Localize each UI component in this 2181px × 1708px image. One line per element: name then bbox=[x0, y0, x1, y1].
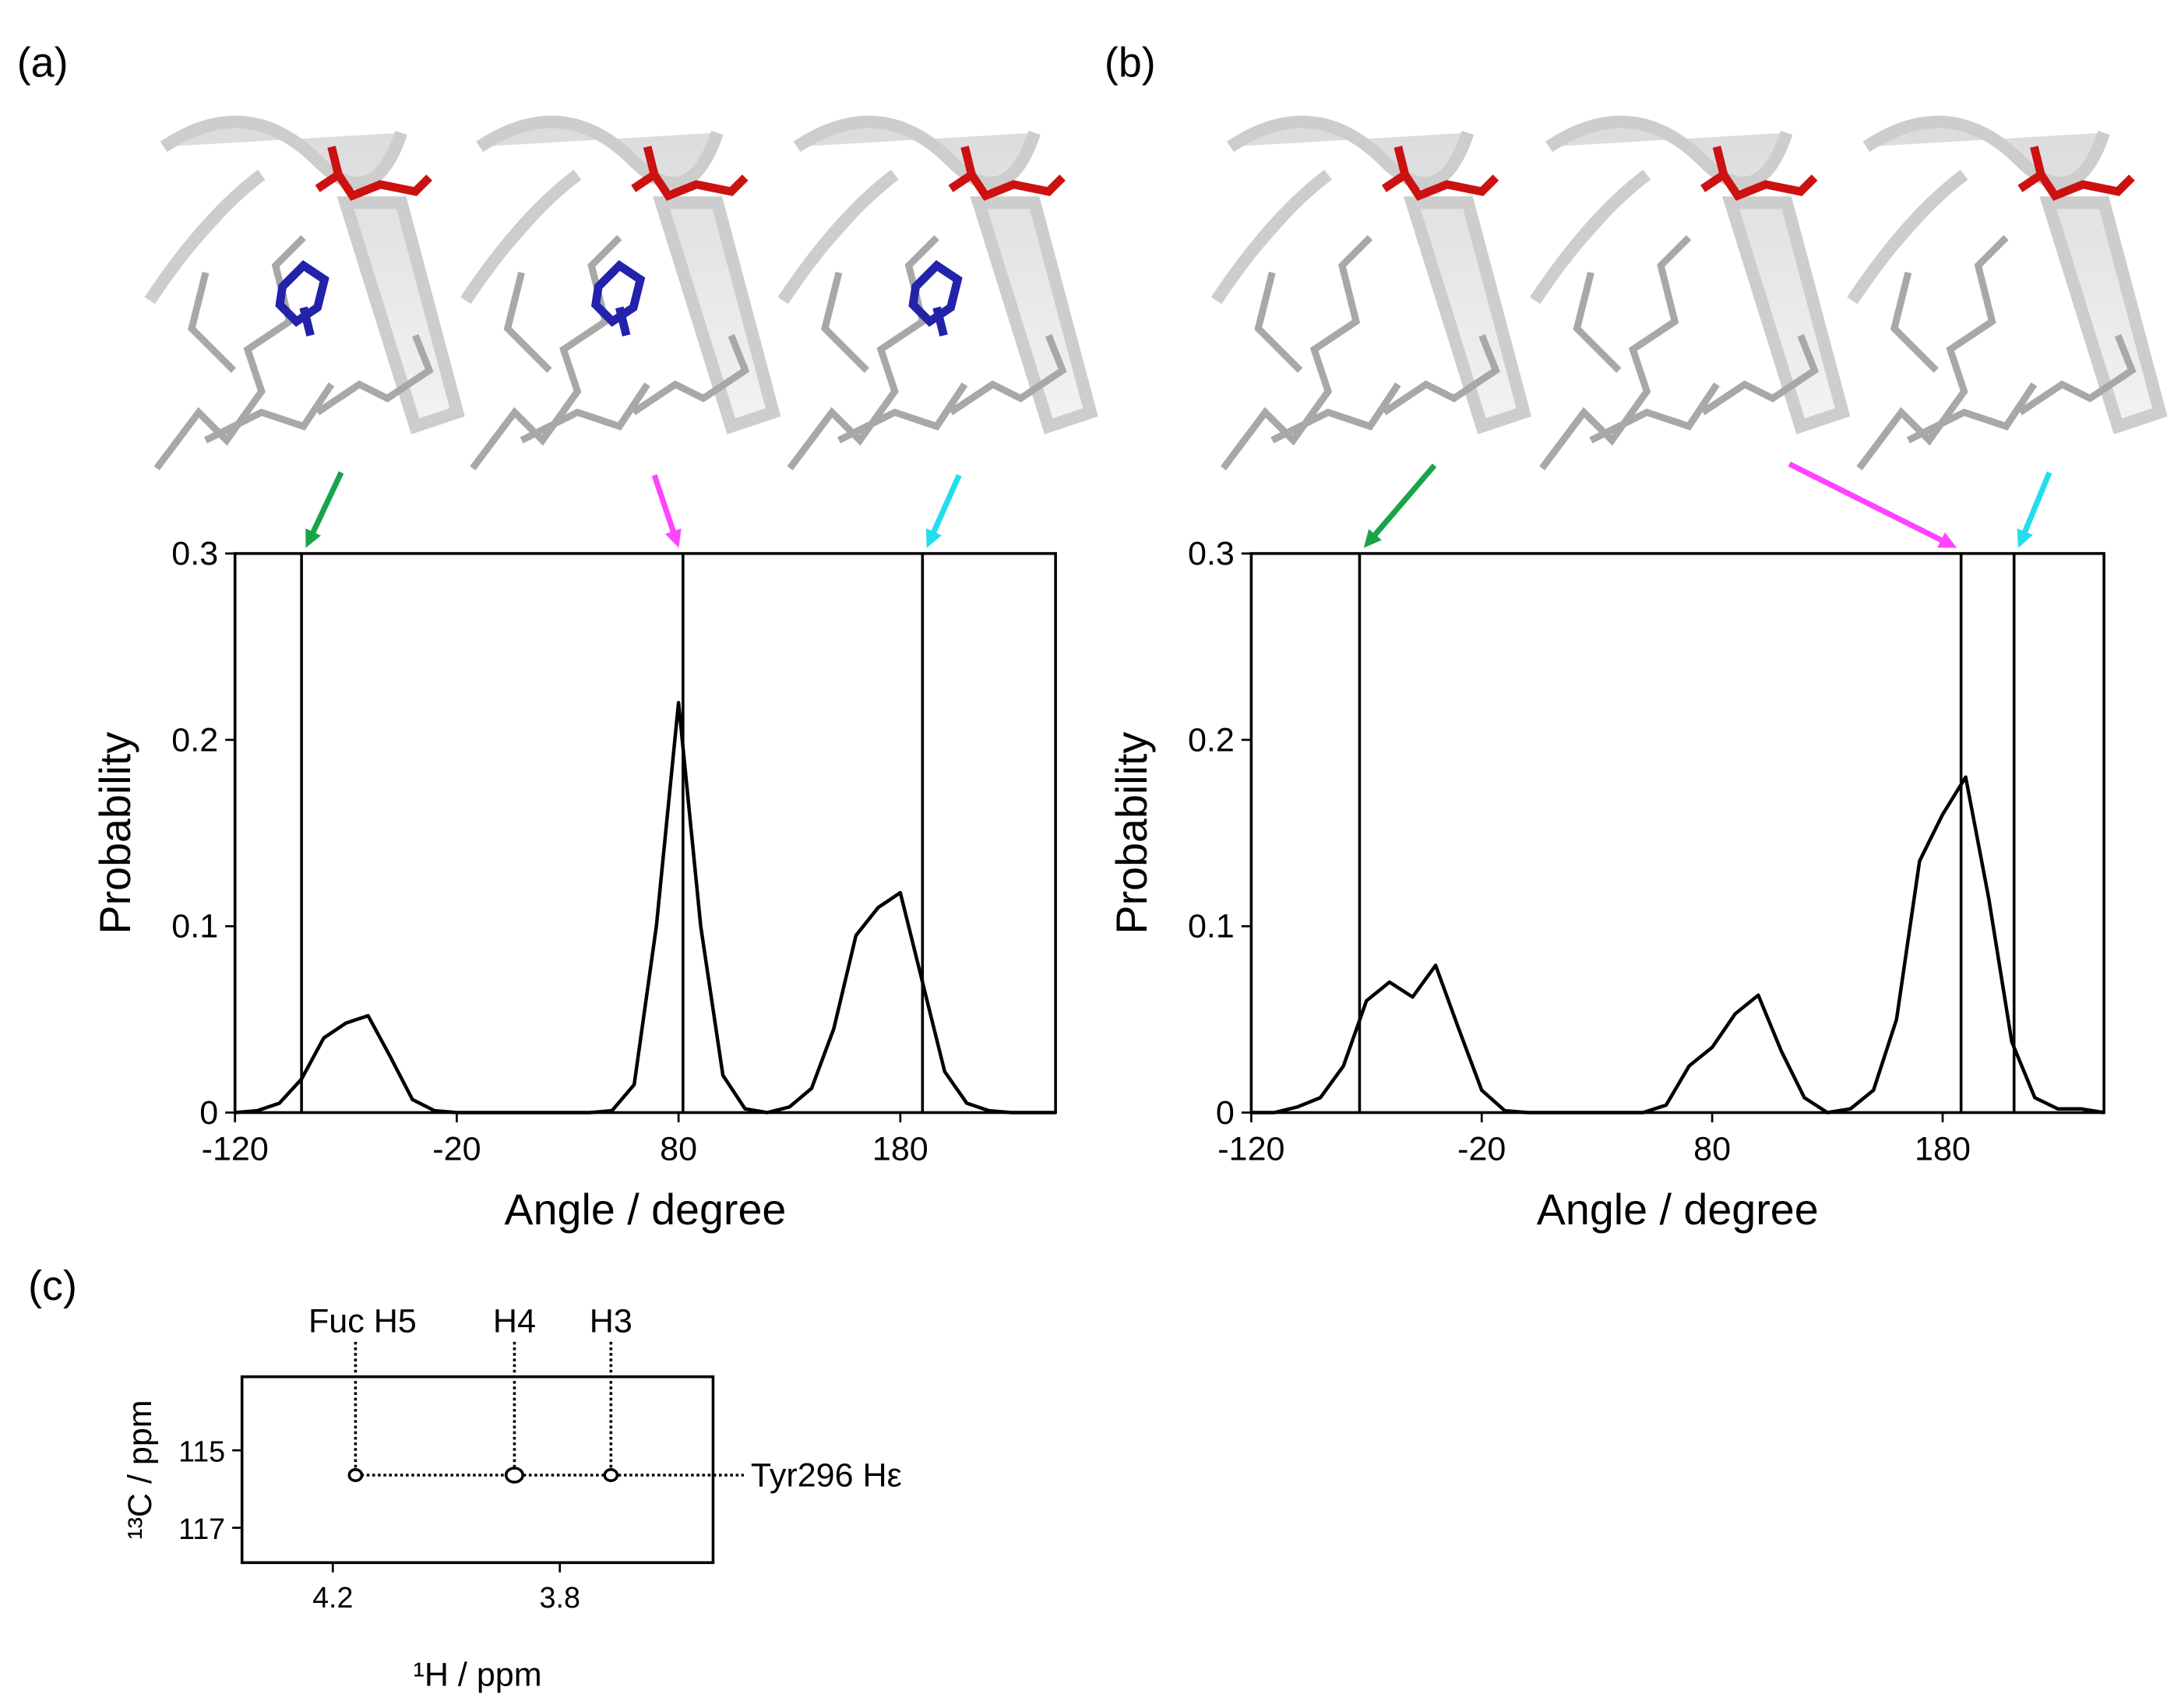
y-tick-label: 0 bbox=[199, 1094, 218, 1132]
glycan-sticks bbox=[1220, 234, 1500, 470]
y-tick-label: 0 bbox=[1216, 1094, 1235, 1132]
x-tick-label: 180 bbox=[1915, 1131, 1971, 1168]
ribbon bbox=[1847, 115, 2168, 435]
red-residue bbox=[1381, 146, 1499, 201]
plot-frame bbox=[233, 551, 1057, 1115]
y-tick-label: 0.3 bbox=[171, 535, 218, 572]
marker-arrow bbox=[1369, 463, 1437, 541]
x-tick-label: 4.2 bbox=[312, 1581, 353, 1614]
y-tick-label: 0.3 bbox=[1188, 535, 1235, 572]
x-tick-label: -20 bbox=[1457, 1131, 1506, 1168]
panel-label: (a) bbox=[17, 40, 69, 86]
x-tick-label: -120 bbox=[202, 1131, 269, 1168]
red-residue bbox=[631, 146, 749, 201]
cross-peak bbox=[603, 1468, 619, 1482]
x-tick-label: 80 bbox=[1693, 1131, 1731, 1168]
plot-frame bbox=[1249, 551, 2105, 1115]
y-tick-label: 0.2 bbox=[1188, 721, 1235, 759]
ribbon bbox=[1210, 115, 1532, 435]
x-tick-label: -120 bbox=[1217, 1131, 1284, 1168]
peak-label: H4 bbox=[493, 1302, 536, 1340]
peak-label: H3 bbox=[590, 1302, 632, 1340]
glycan-sticks bbox=[787, 234, 1067, 470]
x-axis-label: Angle / degree bbox=[1537, 1185, 1819, 1234]
y-tick-label: 115 bbox=[178, 1435, 225, 1468]
y-axis-label: Probability bbox=[1108, 732, 1156, 935]
glycan-sticks bbox=[1539, 234, 1820, 470]
marker-arrow bbox=[651, 474, 678, 539]
marker-arrow bbox=[2020, 471, 2052, 539]
marker-arrowhead bbox=[1363, 529, 1382, 548]
ribbon bbox=[144, 115, 465, 435]
plot-frame bbox=[240, 1375, 715, 1565]
y-axis-label: Probability bbox=[91, 732, 139, 935]
cross-peak bbox=[504, 1467, 524, 1484]
x-tick-label: -20 bbox=[432, 1131, 481, 1168]
panel-label: (b) bbox=[1105, 40, 1156, 86]
structure-images bbox=[144, 115, 2168, 470]
glycan-sticks bbox=[470, 234, 750, 470]
red-residue bbox=[948, 146, 1066, 201]
marker-arrowhead bbox=[664, 528, 682, 548]
red-residue bbox=[315, 146, 432, 201]
y-axis-label: ¹³C / ppm bbox=[122, 1400, 159, 1539]
marker-arrowhead bbox=[925, 528, 942, 548]
ribbon bbox=[777, 115, 1098, 435]
marker-arrow bbox=[928, 474, 962, 539]
y-tick-label: 0.1 bbox=[1188, 908, 1235, 946]
probability-line bbox=[234, 700, 1056, 1115]
glycan-sticks bbox=[1856, 234, 2137, 470]
x-tick-label: 80 bbox=[660, 1131, 697, 1168]
x-tick-label: 180 bbox=[872, 1131, 928, 1168]
row-label: Tyr296 Hε bbox=[751, 1456, 902, 1494]
x-tick-label: 3.8 bbox=[540, 1581, 580, 1614]
y-tick-label: 0.1 bbox=[171, 908, 218, 946]
blue-residue bbox=[275, 260, 329, 337]
blue-residue bbox=[908, 260, 963, 337]
ribbon bbox=[460, 115, 781, 435]
cross-peak bbox=[347, 1468, 364, 1482]
ribbon bbox=[1529, 115, 1851, 435]
marker-arrowhead bbox=[2017, 528, 2033, 548]
panel-label: (c) bbox=[28, 1263, 77, 1309]
marker-arrowhead bbox=[305, 528, 322, 548]
marker-arrowhead bbox=[1937, 532, 1957, 548]
red-residue bbox=[2017, 146, 2135, 201]
y-tick-label: 117 bbox=[178, 1513, 225, 1545]
x-axis-label: Angle / degree bbox=[504, 1185, 786, 1234]
marker-arrow bbox=[308, 471, 344, 540]
glycan-sticks bbox=[153, 234, 434, 470]
blue-residue bbox=[590, 260, 646, 337]
y-tick-label: 0.2 bbox=[171, 721, 218, 759]
red-residue bbox=[1700, 146, 1818, 201]
probability-line bbox=[1251, 775, 2105, 1115]
peak-label: Fuc H5 bbox=[308, 1302, 417, 1340]
x-axis-label: ¹H / ppm bbox=[414, 1656, 542, 1693]
marker-arrow bbox=[1788, 461, 1949, 546]
